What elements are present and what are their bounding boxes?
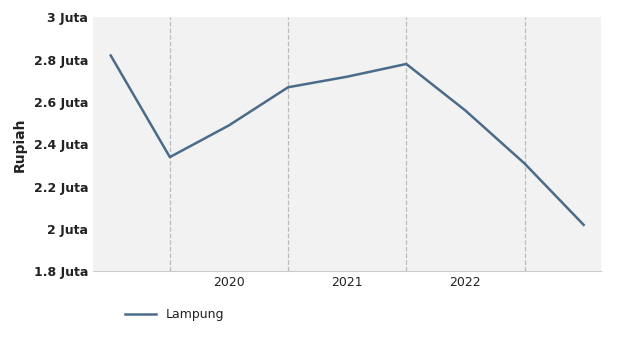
Lampung <box>107 54 115 58</box>
Lampung <box>580 223 587 227</box>
Lampung <box>402 62 410 66</box>
Lampung <box>285 85 292 89</box>
Lampung <box>166 155 174 159</box>
Lampung <box>225 123 232 127</box>
Y-axis label: Rupiah: Rupiah <box>12 117 27 172</box>
Lampung <box>521 161 528 166</box>
Line: Lampung: Lampung <box>111 56 583 225</box>
Lampung <box>343 74 351 79</box>
Lampung <box>462 109 469 113</box>
Legend: Lampung: Lampung <box>125 308 224 321</box>
